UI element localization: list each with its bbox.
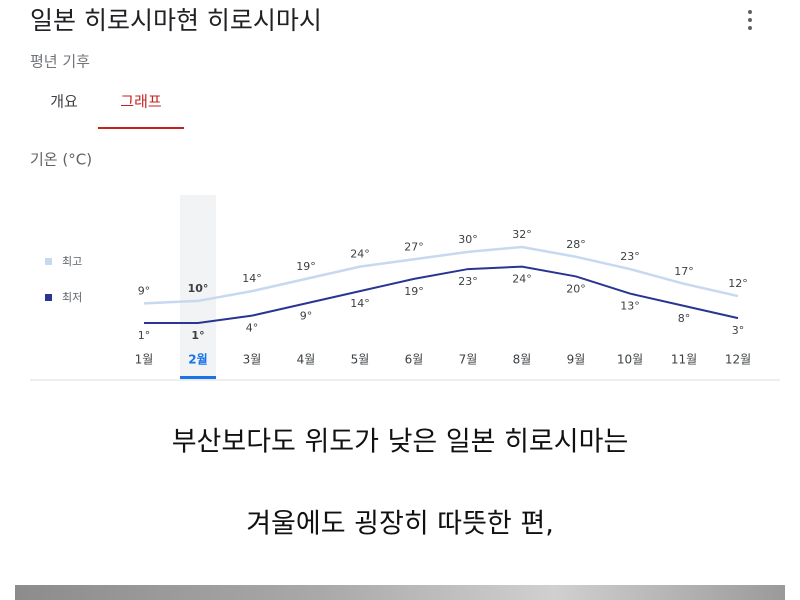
x-tick-label: 9월 — [567, 353, 586, 367]
photo — [15, 585, 785, 600]
data-label: 9° — [300, 309, 313, 322]
data-label: 14° — [350, 297, 370, 310]
data-label: 24° — [512, 273, 532, 286]
data-label: 19° — [296, 260, 316, 273]
line — [143, 245, 739, 305]
legend-label: 최저 — [62, 291, 82, 304]
menu-dot — [748, 26, 752, 30]
selected-indicator — [180, 376, 216, 379]
x-tick-label: 7월 — [459, 353, 478, 367]
data-label: 8° — [678, 312, 691, 325]
caption-line: 겨울에도 굉장히 따뜻한 편, — [246, 509, 554, 540]
data-label: 27° — [404, 240, 424, 253]
data-label: 30° — [458, 233, 478, 246]
data-label: 20° — [566, 282, 586, 295]
caption-line: 부산보다도 위도가 낮은 일본 히로시마는 — [172, 427, 629, 458]
title: 일본 히로시마현 히로시마시 — [30, 6, 322, 35]
x-tick-label: 10월 — [617, 353, 643, 367]
x-tick-label: 1월 — [135, 353, 154, 367]
data-label: 23° — [620, 250, 640, 263]
x-tick-label: 4월 — [297, 353, 316, 367]
more-menu[interactable] — [748, 10, 752, 30]
x-tick-label: 2월 — [188, 352, 207, 367]
legend-swatch — [45, 258, 52, 265]
line — [144, 265, 739, 324]
data-label: 1° — [191, 329, 204, 342]
data-label: 3° — [732, 324, 745, 337]
menu-dot — [748, 10, 752, 14]
data-label: 1° — [138, 329, 151, 342]
axis-label: 기온 (°C) — [30, 151, 92, 169]
x-tick-label: 6월 — [405, 353, 424, 367]
data-label: 12° — [728, 277, 748, 290]
legend-label: 최고 — [62, 255, 82, 268]
x-tick-label: 3월 — [243, 353, 262, 367]
data-label: 17° — [674, 265, 694, 278]
x-tick-label: 5월 — [351, 353, 370, 367]
legend-swatch — [45, 294, 52, 301]
data-label: 13° — [620, 300, 640, 313]
data-label: 14° — [242, 272, 262, 285]
x-tick-label: 12월 — [725, 353, 751, 367]
x-tick-label: 11월 — [671, 353, 697, 367]
tab-indicator — [98, 127, 184, 129]
data-label: 23° — [458, 275, 478, 288]
selected-band — [180, 195, 216, 380]
subtitle: 평년 기후 — [30, 53, 90, 71]
data-label: 9° — [138, 284, 151, 297]
tab[interactable]: 개요 — [50, 93, 78, 111]
data-label: 24° — [350, 248, 370, 261]
data-label: 10° — [188, 282, 209, 295]
data-label: 4° — [246, 322, 259, 335]
menu-dot — [748, 18, 752, 22]
x-tick-label: 8월 — [513, 353, 532, 367]
data-label: 19° — [404, 285, 424, 298]
data-label: 28° — [566, 238, 586, 251]
tab[interactable]: 그래프 — [120, 93, 162, 111]
data-label: 32° — [512, 228, 532, 241]
